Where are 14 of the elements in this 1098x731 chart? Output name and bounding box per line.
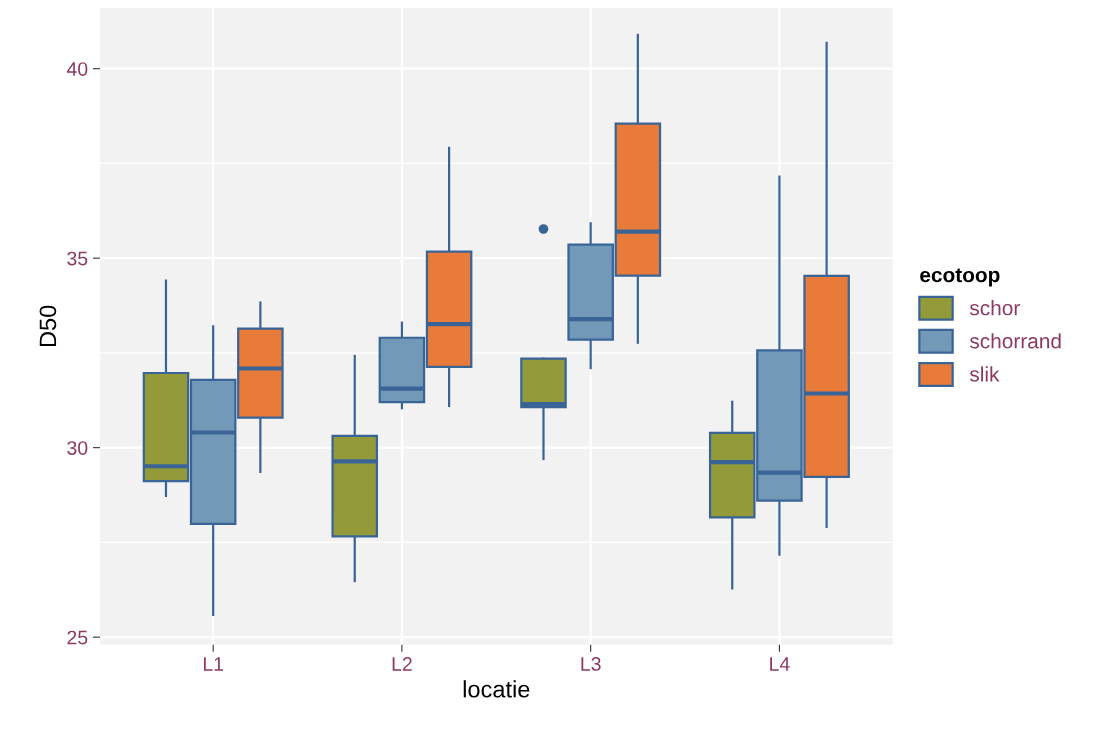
legend-label: slik <box>969 366 1000 382</box>
y-tick-label: 30 <box>67 441 88 455</box>
y-tick-label: 25 <box>67 630 88 645</box>
x-tick-label: L1 <box>203 657 224 671</box>
legend-title: ecotoop <box>920 268 1000 287</box>
legend-label: schorrand <box>969 333 1061 349</box>
y-tick-label: 40 <box>66 62 88 76</box>
y-tick-label: 35 <box>67 251 88 266</box>
x-tick-label: L4 <box>770 657 790 671</box>
x-axis-title: locatie <box>463 680 530 698</box>
legend-label: schor <box>969 300 1020 316</box>
x-tick-label: L3 <box>581 657 601 671</box>
x-tick-label: L2 <box>392 657 412 671</box>
y-axis-title: D50 <box>39 305 57 347</box>
